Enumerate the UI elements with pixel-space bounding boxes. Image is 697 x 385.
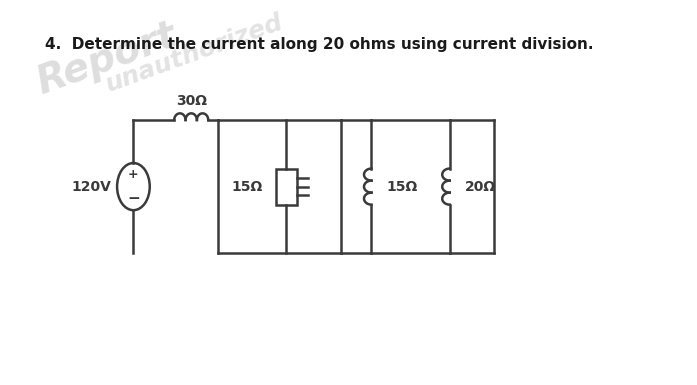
Text: 30Ω: 30Ω [176, 94, 207, 108]
Text: 120V: 120V [71, 180, 112, 194]
Text: 20Ω: 20Ω [465, 180, 496, 194]
Bar [275, 169, 298, 205]
Text: unauthorized: unauthorized [102, 10, 286, 97]
Text: 15Ω: 15Ω [386, 180, 418, 194]
Text: Report: Report [31, 16, 182, 102]
Text: −: − [127, 191, 140, 206]
Text: 15Ω: 15Ω [231, 180, 263, 194]
Text: +: + [128, 168, 139, 181]
Text: 4.  Determine the current along 20 ohms using current division.: 4. Determine the current along 20 ohms u… [45, 37, 593, 52]
